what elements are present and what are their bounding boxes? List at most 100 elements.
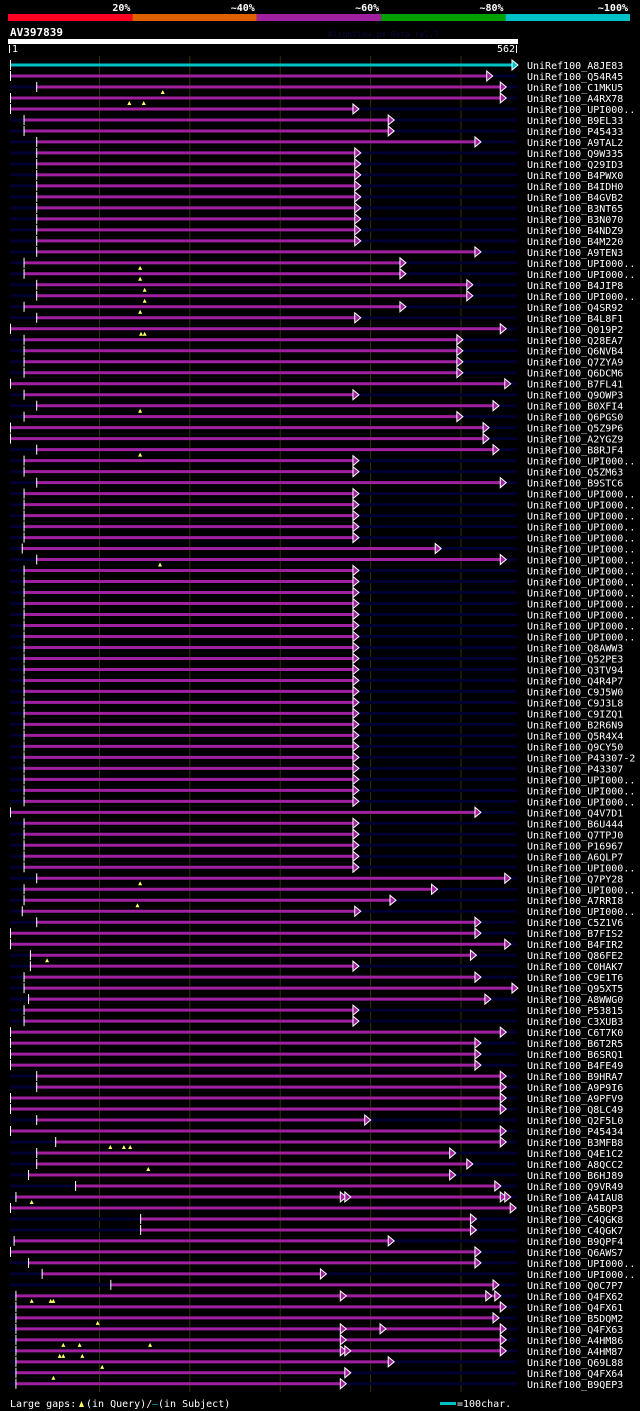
- hit-label[interactable]: UniRef100_UPI000..: [527, 797, 635, 808]
- hit-label[interactable]: UniRef100_UPI000..: [527, 292, 635, 303]
- hit-row[interactable]: UniRef100_Q5Z9P6: [10, 421, 623, 435]
- hit-row[interactable]: UniRef100_Q4FX64: [10, 1366, 623, 1380]
- hit-label[interactable]: UniRef100_Q5ZM63: [527, 468, 623, 479]
- hit-row[interactable]: UniRef100_UPI000..: [10, 520, 635, 534]
- hit-row[interactable]: UniRef100_Q4V7D1: [10, 806, 623, 819]
- hit-label[interactable]: UniRef100_B9EL33: [527, 116, 623, 127]
- hit-label[interactable]: UniRef100_A6QLP7: [527, 852, 623, 863]
- hit-row[interactable]: UniRef100_Q9OWP3: [10, 388, 623, 402]
- hit-label[interactable]: UniRef100_Q6PGS0: [527, 413, 623, 424]
- hit-label[interactable]: UniRef100_UPI000..: [527, 621, 635, 632]
- hit-row[interactable]: UniRef100_B3NT65: [10, 201, 623, 215]
- hit-label[interactable]: UniRef100_UPI000..: [527, 534, 635, 545]
- hit-row[interactable]: UniRef100_A8QCC2: [10, 1157, 623, 1171]
- hit-row[interactable]: UniRef100_Q6DCM6: [10, 366, 623, 380]
- hit-row[interactable]: UniRef100_A9P9I6: [10, 1081, 623, 1094]
- hit-row[interactable]: UniRef100_C9J3L8: [10, 696, 623, 709]
- hit-row[interactable]: UniRef100_A4RX78: [10, 91, 623, 105]
- hit-row[interactable]: UniRef100_UPI000..: [10, 289, 635, 303]
- hit-label[interactable]: UniRef100_B9HRA7: [527, 1072, 623, 1083]
- hit-row[interactable]: UniRef100_UPI000..: [10, 553, 635, 567]
- hit-row[interactable]: UniRef100_B0XFI4: [10, 399, 623, 413]
- hit-label[interactable]: UniRef100_C4QGK7: [527, 1226, 623, 1237]
- hit-label[interactable]: UniRef100_A4IAU8: [527, 1193, 623, 1204]
- hit-row[interactable]: UniRef100_B3MFB8: [10, 1135, 623, 1150]
- hit-row[interactable]: UniRef100_C9E1T6: [10, 971, 623, 984]
- hit-row[interactable]: UniRef100_UPI000..: [10, 267, 635, 281]
- hit-label[interactable]: UniRef100_C0HAK7: [527, 962, 623, 973]
- hit-row[interactable]: UniRef100_UPI000..: [10, 498, 635, 512]
- hit-label[interactable]: UniRef100_Q9VR49: [527, 1182, 623, 1193]
- hit-row[interactable]: UniRef100_UPI000..: [10, 531, 635, 545]
- hit-label[interactable]: UniRef100_Q6AWS7: [527, 1248, 623, 1259]
- hit-row[interactable]: UniRef100_UPI000..: [10, 784, 635, 797]
- hit-label[interactable]: UniRef100_B9QEP3: [527, 1380, 623, 1391]
- hit-row[interactable]: UniRef100_B8RJF4: [10, 443, 623, 457]
- hit-label[interactable]: UniRef100_UPI000..: [527, 907, 635, 918]
- hit-row[interactable]: UniRef100_C5Z1V6: [10, 916, 623, 929]
- hit-label[interactable]: UniRef100_B2R6N9: [527, 720, 623, 731]
- hit-label[interactable]: UniRef100_UPI000..: [527, 1270, 635, 1281]
- hit-row[interactable]: UniRef100_UPI000..: [10, 795, 635, 808]
- hit-label[interactable]: UniRef100_UPI000..: [527, 632, 635, 643]
- hit-label[interactable]: UniRef100_C4QGK8: [527, 1215, 623, 1226]
- hit-label[interactable]: UniRef100_B4M220: [527, 237, 623, 248]
- hit-label[interactable]: UniRef100_Q4R4P7: [527, 676, 623, 687]
- hit-row[interactable]: UniRef100_UPI000..: [10, 564, 635, 578]
- hit-row[interactable]: UniRef100_B6SRQ1: [10, 1048, 623, 1061]
- hit-label[interactable]: UniRef100_B0XFI4: [527, 402, 623, 413]
- hit-row[interactable]: UniRef100_B7FL41: [10, 377, 623, 391]
- hit-row[interactable]: UniRef100_UPI000..: [10, 1267, 635, 1281]
- hit-row[interactable]: UniRef100_Q29ID3: [10, 157, 623, 171]
- hit-row[interactable]: UniRef100_Q7ZYA9: [10, 355, 623, 369]
- hit-row[interactable]: UniRef100_B9STC6: [10, 476, 623, 490]
- hit-row[interactable]: UniRef100_A9TAL2: [10, 135, 623, 149]
- hit-row[interactable]: UniRef100_Q6AWS7: [10, 1245, 623, 1259]
- hit-label[interactable]: UniRef100_Q8LC49: [527, 1105, 623, 1116]
- hit-row[interactable]: UniRef100_UPI000..: [10, 1256, 635, 1270]
- hit-label[interactable]: UniRef100_Q29ID3: [527, 160, 623, 171]
- hit-row[interactable]: UniRef100_P43307: [10, 762, 623, 775]
- hit-row[interactable]: UniRef100_UPI000..: [10, 773, 635, 786]
- hit-row[interactable]: UniRef100_B9EL33: [10, 113, 623, 127]
- hit-row[interactable]: UniRef100_Q8LC49: [10, 1102, 623, 1116]
- hit-row[interactable]: UniRef100_A6QLP7: [10, 850, 623, 863]
- hit-label[interactable]: UniRef100_P45434: [527, 1127, 623, 1138]
- hit-row[interactable]: UniRef100_UPI000..: [10, 597, 635, 611]
- hit-label[interactable]: UniRef100_A4HM86: [527, 1336, 623, 1347]
- hit-label[interactable]: UniRef100_UPI000..: [527, 885, 635, 896]
- hit-row[interactable]: UniRef100_B4FIR2: [10, 938, 623, 951]
- hit-row[interactable]: UniRef100_Q4FX62: [10, 1289, 623, 1303]
- hit-row[interactable]: UniRef100_Q8AWW3: [10, 641, 623, 654]
- hit-row[interactable]: UniRef100_P45434: [10, 1124, 623, 1138]
- hit-row[interactable]: UniRef100_B4GVB2: [10, 190, 623, 204]
- hit-label[interactable]: UniRef100_Q4FX61: [527, 1303, 623, 1314]
- hit-label[interactable]: UniRef100_Q4SR92: [527, 303, 623, 314]
- hit-row[interactable]: UniRef100_P45433: [10, 124, 623, 138]
- hit-row[interactable]: UniRef100_Q6PGS0: [10, 410, 623, 424]
- hit-row[interactable]: UniRef100_Q52PE3: [10, 652, 623, 665]
- hit-label[interactable]: UniRef100_UPI000..: [527, 270, 635, 281]
- hit-row[interactable]: UniRef100_C1MKU5: [10, 80, 623, 94]
- hit-label[interactable]: UniRef100_B4NDZ9: [527, 226, 623, 237]
- hit-label[interactable]: UniRef100_Q6DCM6: [527, 369, 623, 380]
- hit-label[interactable]: UniRef100_Q86FE2: [527, 951, 623, 962]
- hit-label[interactable]: UniRef100_UPI000..: [527, 600, 635, 611]
- hit-row[interactable]: UniRef100_B3N070: [10, 212, 623, 226]
- hit-row[interactable]: UniRef100_Q9W335: [10, 146, 623, 160]
- hit-label[interactable]: UniRef100_P43307-2: [527, 753, 635, 764]
- hit-row[interactable]: UniRef100_Q69L88: [10, 1355, 623, 1369]
- hit-row[interactable]: UniRef100_UPI000..: [10, 630, 635, 643]
- hit-row[interactable]: UniRef100_B9QEP3: [10, 1377, 623, 1391]
- hit-row[interactable]: UniRef100_C4QGK8: [10, 1212, 623, 1226]
- hit-label[interactable]: UniRef100_B6SRQ1: [527, 1050, 623, 1061]
- hit-label[interactable]: UniRef100_Q4V7D1: [527, 808, 623, 819]
- hit-row[interactable]: UniRef100_Q7PY28: [10, 872, 623, 886]
- hit-label[interactable]: UniRef100_Q9CY50: [527, 742, 623, 753]
- hit-row[interactable]: UniRef100_UPI000..: [10, 102, 635, 116]
- hit-label[interactable]: UniRef100_C3XUB3: [527, 1017, 623, 1028]
- hit-label[interactable]: UniRef100_Q5Z9P6: [527, 424, 623, 435]
- hit-row[interactable]: UniRef100_UPI000..: [10, 905, 635, 918]
- hit-label[interactable]: UniRef100_Q019P2: [527, 325, 623, 336]
- hit-row[interactable]: UniRef100_Q86FE2: [10, 949, 623, 963]
